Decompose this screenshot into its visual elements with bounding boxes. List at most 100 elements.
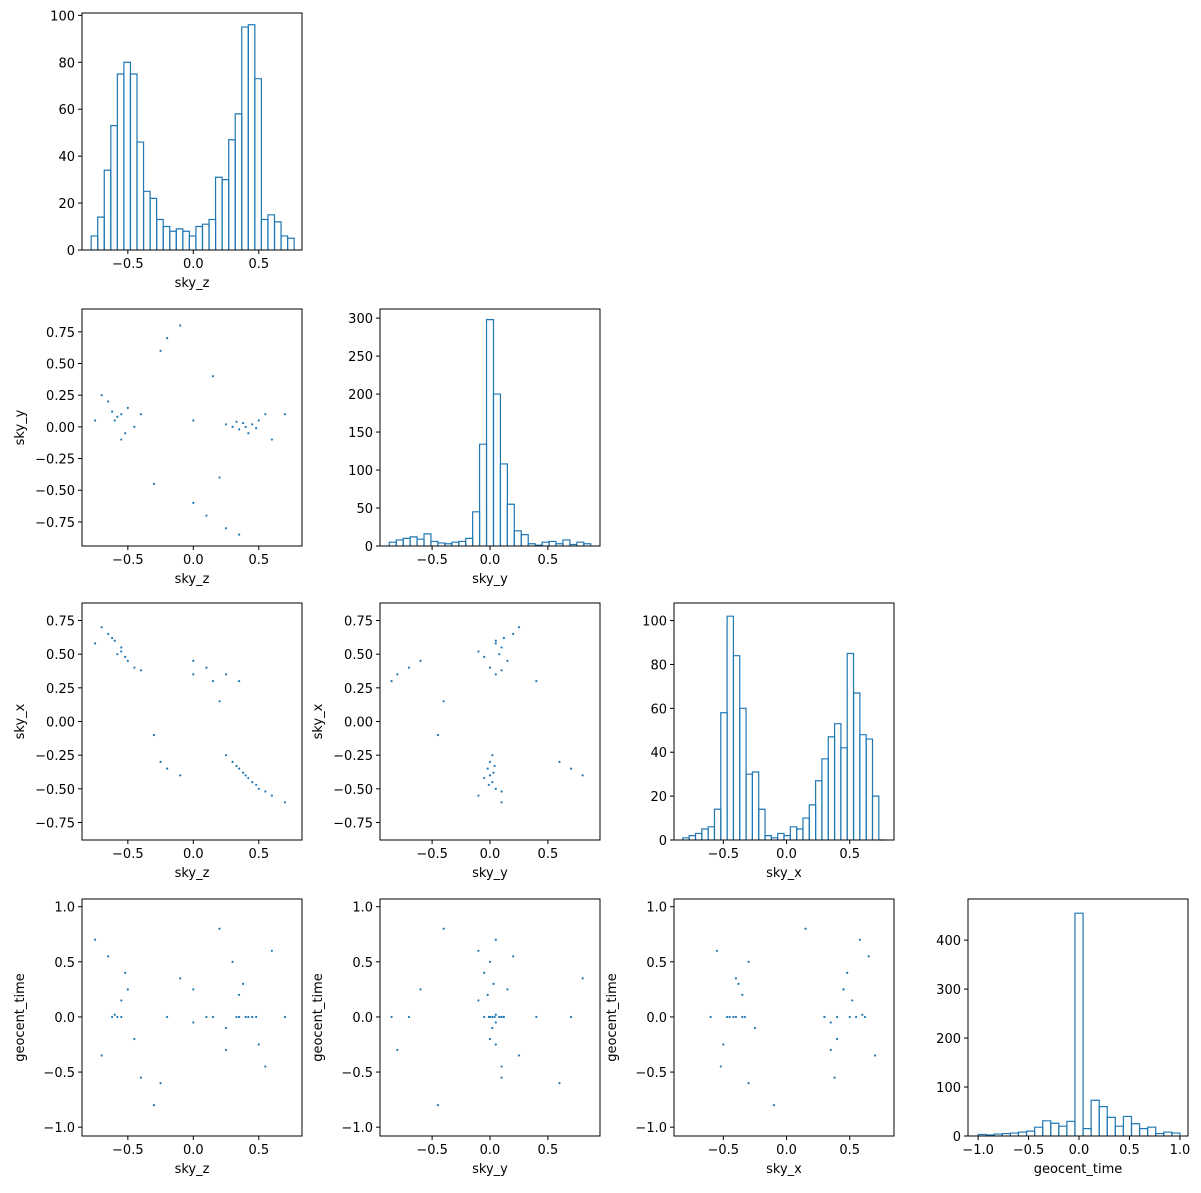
- scatter-point: [517, 1054, 521, 1057]
- scatter-point: [224, 1048, 228, 1052]
- scatter-point: [133, 666, 136, 669]
- y-tick-label: −0.50: [333, 783, 373, 798]
- histogram-bin: [273, 221, 282, 250]
- histogram-bin: [451, 541, 460, 546]
- scatter-point: [120, 999, 123, 1002]
- scatter-point: [192, 673, 195, 676]
- axes-frame: [81, 12, 303, 251]
- y-tick-label: 1.0: [352, 901, 373, 916]
- scatter-point: [264, 1065, 267, 1068]
- scatter-point: [93, 642, 97, 645]
- histogram-bin: [416, 538, 425, 546]
- histogram-bin: [1130, 1123, 1141, 1136]
- y-axis-label: geocent_time: [605, 973, 620, 1062]
- scatter-point: [139, 413, 143, 416]
- y-tick-label: 200: [936, 1032, 961, 1047]
- scatter-point: [120, 1015, 123, 1019]
- y-tick-label: 0.0: [646, 1011, 667, 1026]
- histogram-bin: [208, 218, 217, 250]
- scatter-point: [500, 1076, 503, 1079]
- scatter-point: [722, 1043, 725, 1046]
- histogram-bin: [175, 228, 184, 250]
- scatter-point: [231, 425, 234, 428]
- scatter-point: [93, 419, 97, 422]
- scatter-point: [719, 1065, 722, 1068]
- scatter-point: [283, 413, 287, 416]
- scatter-point: [396, 1048, 399, 1052]
- scatter-point: [517, 626, 521, 629]
- scatter-point: [179, 774, 182, 777]
- histogram-bin: [796, 828, 804, 840]
- histogram-bin: [149, 197, 158, 250]
- y-tick-label: −1.0: [341, 1121, 373, 1136]
- histogram-bin: [513, 530, 522, 546]
- scatter-point: [231, 960, 234, 963]
- y-tick-label: 40: [650, 746, 667, 761]
- histogram-bin: [388, 541, 397, 546]
- scatter-point: [120, 646, 123, 649]
- histogram-bin: [871, 795, 880, 840]
- histogram-bin: [286, 237, 295, 250]
- scatter-point: [491, 1015, 494, 1019]
- scatter-point: [569, 1015, 573, 1019]
- y-tick-label: −0.50: [35, 783, 75, 798]
- x-axis-label: sky_y: [472, 1162, 508, 1177]
- panel: −1.0 −0.5 0.0 0.5 1.0 0 100 200 300 400 geocent_ti…: [936, 898, 1190, 1177]
- scatter-point: [124, 655, 127, 658]
- scatter-point: [726, 1015, 729, 1019]
- histogram-bin: [280, 235, 289, 250]
- y-tick-label: 20: [650, 790, 667, 805]
- panel: −0.5 0.0 0.5 −0.75 −0.50 −0.25 0.00 0.25 0.50 0.7…: [13, 602, 303, 881]
- histogram-bin: [576, 541, 585, 546]
- scatter-point: [477, 999, 480, 1002]
- scatter-point: [152, 1104, 156, 1107]
- x-tick-label: 0.0: [776, 847, 797, 862]
- y-tick-label: 100: [642, 615, 667, 630]
- histogram-bin: [688, 835, 697, 840]
- histogram-bin: [541, 541, 550, 546]
- scatter-point: [247, 432, 250, 435]
- scatter-point: [241, 771, 245, 774]
- x-tick-label: −0.5: [112, 553, 144, 568]
- scatter-point: [283, 1015, 287, 1019]
- histogram-bin: [764, 835, 772, 840]
- scatter-point: [257, 787, 260, 790]
- histogram-bin: [707, 826, 716, 840]
- y-tick-label: −0.75: [35, 516, 75, 531]
- histogram-bin: [745, 773, 753, 840]
- histogram-bin: [423, 533, 432, 546]
- histogram-bin: [182, 230, 190, 250]
- scatter-point: [715, 949, 719, 952]
- histogram-bin: [1106, 1116, 1116, 1136]
- scatter-point: [192, 988, 195, 991]
- x-tick-label: −0.5: [708, 847, 740, 862]
- histogram-bin: [852, 692, 861, 840]
- scatter-point: [224, 423, 228, 426]
- scatter-point: [113, 419, 116, 422]
- scatter-point: [126, 406, 129, 409]
- scatter-point: [494, 1013, 497, 1016]
- scatter-point: [224, 1026, 228, 1030]
- scatter-point: [535, 1015, 538, 1019]
- histogram-bin: [758, 808, 766, 840]
- histogram-bin: [726, 615, 735, 840]
- x-tick-label: 0.5: [248, 847, 269, 862]
- scatter-point: [100, 626, 103, 629]
- histogram-bin: [777, 832, 785, 840]
- scatter-point: [867, 955, 870, 958]
- x-tick-label: 0.5: [248, 257, 269, 272]
- scatter-point: [255, 427, 258, 430]
- x-tick-label: 0.0: [480, 1143, 501, 1158]
- histogram-bin: [465, 537, 474, 546]
- y-tick-label: 100: [936, 1081, 961, 1096]
- histogram-bin: [214, 176, 223, 250]
- y-tick-label: 1.0: [646, 901, 667, 916]
- histogram-bin: [1090, 1099, 1100, 1136]
- histogram-bin: [1034, 1126, 1044, 1136]
- scatter-point: [107, 632, 110, 636]
- y-tick-label: 300: [936, 983, 961, 998]
- scatter-point: [836, 1015, 839, 1019]
- scatter-point: [120, 413, 123, 416]
- scatter-point: [133, 425, 136, 428]
- scatter-point: [126, 988, 129, 991]
